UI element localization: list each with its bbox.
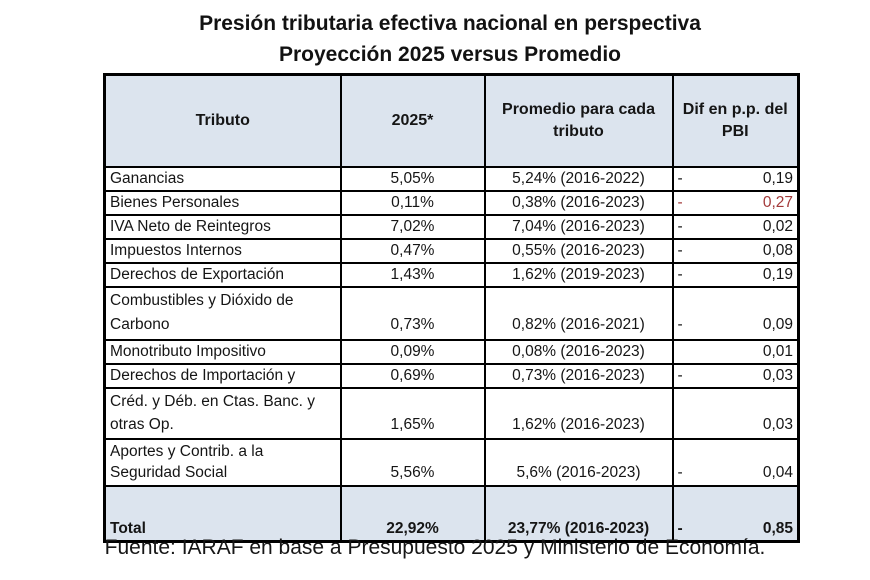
cell-promedio: 0,82% (2016-2021) [483,285,674,341]
dif-value: 0,04 [762,463,793,481]
cell-dif-highlighted: - 0,27 [671,189,800,216]
cell-promedio: 0,38% (2016-2023) [483,189,674,216]
cell-dif: 0,03 [671,386,800,440]
dif-value: 0,09 [762,315,793,333]
source-caption: Fuente: IARAF en base a Presupuesto 2025… [104,536,766,559]
table-row-total: Total 22,92% 23,77% (2016-2023) - 0,85 [103,484,800,543]
dif-sign: - [677,241,683,259]
cell-dif: - 0,08 [671,237,800,264]
cell-promedio: 0,08% (2016-2023) [483,338,674,365]
table-row: Combustibles y Dióxido de Carbono 0,73% … [103,285,800,341]
cell-promedio: 5,6% (2016-2023) [483,437,674,487]
dif-value: 0,03 [762,415,793,433]
cell-2025-total: 22,92% [339,484,486,543]
cell-2025: 0,11% [339,189,486,216]
cell-tributo: Derechos de Importación y [103,362,342,389]
cell-tributo: Derechos de Exportación [103,261,342,288]
dif-value: 0,19 [762,265,793,283]
cell-tributo: Impuestos Internos [103,237,342,264]
table-row: IVA Neto de Reintegros 7,02% 7,04% (2016… [103,213,800,240]
chart-title: Presión tributaria efectiva nacional en … [90,8,810,70]
cell-tributo: IVA Neto de Reintegros [103,213,342,240]
cell-dif: - 0,19 [671,261,800,288]
table-row: Ganancias 5,05% 5,24% (2016-2022) - 0,19 [103,165,800,192]
table-row: Créd. y Déb. en Ctas. Banc. y otras Op. … [103,386,800,440]
cell-2025: 0,69% [339,362,486,389]
chart-title-line2: Proyección 2025 versus Promedio [279,43,621,66]
dif-value: 0,19 [762,169,793,187]
cell-promedio: 0,73% (2016-2023) [483,362,674,389]
cell-2025: 0,09% [339,338,486,365]
cell-tributo: Combustibles y Dióxido de Carbono [103,285,342,341]
header-row: Tributo 2025* Promedio para cada tributo… [103,73,800,168]
cell-2025: 5,56% [339,437,486,487]
cell-2025: 7,02% [339,213,486,240]
chart-title-line1: Presión tributaria efectiva nacional en … [199,12,701,35]
table-row: Derechos de Importación y 0,69% 0,73% (2… [103,362,800,389]
dif-sign: - [677,193,683,211]
tax-pressure-table: Tributo 2025* Promedio para cada tributo… [103,73,800,543]
cell-tributo-total: Total [103,484,342,543]
cell-2025: 1,43% [339,261,486,288]
table-row: Impuestos Internos 0,47% 0,55% (2016-202… [103,237,800,264]
cell-promedio-total: 23,77% (2016-2023) [483,484,674,543]
dif-sign: - [677,463,683,481]
cell-promedio: 0,55% (2016-2023) [483,237,674,264]
cell-promedio: 5,24% (2016-2022) [483,165,674,192]
cell-dif: - 0,09 [671,285,800,341]
cell-2025: 0,73% [339,285,486,341]
dif-sign: - [677,366,683,384]
cell-promedio: 7,04% (2016-2023) [483,213,674,240]
cell-tributo: Créd. y Déb. en Ctas. Banc. y otras Op. [103,386,342,440]
cell-tributo: Aportes y Contrib. a la Seguridad Social [103,437,342,487]
cell-tributo: Bienes Personales [103,189,342,216]
column-header-promedio: Promedio para cada tributo [483,73,674,168]
dif-sign: - [677,315,683,333]
cell-dif: - 0,02 [671,213,800,240]
dif-value: 0,03 [762,366,793,384]
dif-sign: - [677,265,683,283]
cell-promedio: 1,62% (2016-2023) [483,386,674,440]
dif-value: 0,08 [762,241,793,259]
dif-value: 0,02 [762,217,793,235]
table-row: Derechos de Exportación 1,43% 1,62% (201… [103,261,800,288]
cell-dif: - 0,19 [671,165,800,192]
cell-tributo: Monotributo Impositivo [103,338,342,365]
cell-2025: 5,05% [339,165,486,192]
cell-promedio: 1,62% (2019-2023) [483,261,674,288]
dif-value: 0,85 [762,520,793,537]
dif-sign: - [677,217,683,235]
cell-dif: - 0,03 [671,362,800,389]
cell-2025: 0,47% [339,237,486,264]
cell-2025: 1,65% [339,386,486,440]
column-header-2025: 2025* [339,73,486,168]
dif-value: 0,01 [762,342,793,360]
dif-value: 0,27 [762,193,793,211]
table-row: Monotributo Impositivo 0,09% 0,08% (2016… [103,338,800,365]
cell-dif: - 0,04 [671,437,800,487]
cell-dif-total: - 0,85 [671,484,800,543]
column-header-dif: Dif en p.p. del PBI [671,73,800,168]
cell-tributo: Ganancias [103,165,342,192]
cell-dif: 0,01 [671,338,800,365]
dif-sign: - [677,520,683,537]
column-header-tributo: Tributo [103,73,342,168]
table-row: Aportes y Contrib. a la Seguridad Social… [103,437,800,487]
table-row: Bienes Personales 0,11% 0,38% (2016-2023… [103,189,800,216]
dif-sign: - [677,169,683,187]
